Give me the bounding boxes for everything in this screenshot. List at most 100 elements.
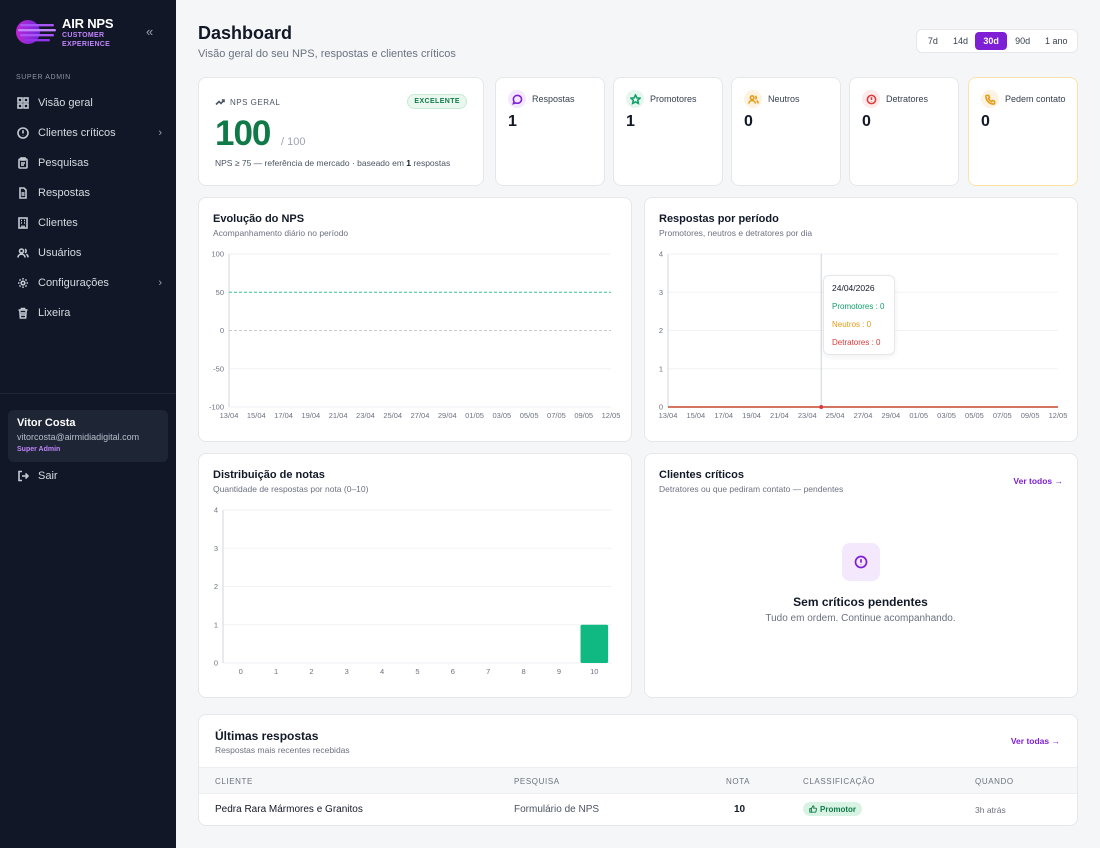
nps-max: / 100 bbox=[281, 136, 306, 148]
nps-note: NPS ≥ 75 — referência de mercado · basea… bbox=[215, 158, 450, 168]
stat-label: Promotores bbox=[650, 94, 697, 104]
panel-subtitle: Promotores, neutros e detratores por dia bbox=[659, 228, 813, 238]
sidebar-item-clientes[interactable]: Clientes bbox=[8, 208, 168, 238]
stat-card-neutros[interactable]: Neutros 0 bbox=[731, 77, 841, 186]
nps-note-prefix: NPS ≥ 75 — referência de mercado · basea… bbox=[215, 158, 407, 168]
stat-card-promotores[interactable]: Promotores 1 bbox=[613, 77, 723, 186]
brand-logo-icon bbox=[16, 20, 56, 44]
stat-card-respostas[interactable]: Respostas 1 bbox=[495, 77, 605, 186]
panel-title: Distribuição de notas bbox=[213, 469, 325, 481]
range-14d-button[interactable]: 14d bbox=[952, 36, 968, 46]
sidebar: AIR NPS CUSTOMER EXPERIENCE « SUPER ADMI… bbox=[0, 0, 176, 848]
sidebar-item-usuarios[interactable]: Usuários bbox=[8, 238, 168, 268]
panel-subtitle: Detratores ou que pediram contato — pend… bbox=[659, 484, 844, 494]
nps-note-suffix: respostas bbox=[411, 158, 451, 168]
stat-label: Detratores bbox=[886, 94, 929, 104]
empty-state-title: Sem críticos pendentes bbox=[793, 595, 928, 609]
stat-card-detratores[interactable]: Detratores 0 bbox=[849, 77, 959, 186]
thumbs-up-icon bbox=[809, 805, 817, 813]
cell-quando: 3h atrás bbox=[975, 805, 1006, 815]
phone-icon bbox=[981, 90, 999, 108]
ver-todos-link[interactable]: Ver todos → bbox=[1013, 476, 1063, 486]
panel-title: Clientes críticos bbox=[659, 469, 744, 481]
sidebar-item-respostas[interactable]: Respostas bbox=[8, 178, 168, 208]
stat-card-pedem-contato[interactable]: Pedem contato 0 bbox=[968, 77, 1078, 186]
sidebar-item-label: Visão geral bbox=[38, 97, 93, 109]
stat-label: Respostas bbox=[532, 94, 575, 104]
nps-value: 100 bbox=[215, 114, 271, 153]
gear-icon bbox=[18, 278, 28, 288]
cell-nota: 10 bbox=[734, 804, 746, 815]
page-title: Dashboard bbox=[198, 23, 293, 43]
user-role: Super Admin bbox=[17, 446, 61, 453]
sidebar-item-label: Pesquisas bbox=[38, 157, 89, 169]
users-icon bbox=[744, 90, 762, 108]
range-1ano-button[interactable]: 1 ano bbox=[1044, 36, 1068, 46]
sidebar-item-configuracoes[interactable]: Configurações › bbox=[8, 268, 168, 298]
panel-evolucao-nps: Evolução do NPS Acompanhamento diário no… bbox=[198, 197, 632, 442]
alert-icon bbox=[862, 90, 880, 108]
table-header: CLIENTE PESQUISA NOTA CLASSIFICAÇÃO QUAN… bbox=[199, 767, 1077, 794]
alert-icon bbox=[842, 543, 880, 581]
cell-pesquisa: Formulário de NPS bbox=[514, 804, 600, 815]
page-subtitle: Visão geral do seu NPS, respostas e clie… bbox=[198, 48, 456, 60]
tooltip-neutros: Neutros : 0 bbox=[832, 320, 872, 329]
collapse-sidebar-icon[interactable]: « bbox=[146, 24, 154, 39]
sidebar-item-label: Clientes bbox=[38, 217, 78, 229]
sidebar-item-label: Lixeira bbox=[38, 307, 71, 319]
date-range-selector: 7d 14d 30d 90d 1 ano bbox=[916, 29, 1078, 53]
nps-card: NPS GERAL EXCELENTE 100 / 100 NPS ≥ 75 —… bbox=[198, 77, 484, 186]
column-header-classificacao[interactable]: CLASSIFICAÇÃO bbox=[803, 777, 875, 786]
classification-label: Promotor bbox=[820, 804, 856, 814]
range-30d-button[interactable]: 30d bbox=[975, 32, 1007, 50]
panel-title: Últimas respostas bbox=[215, 729, 319, 743]
sidebar-divider bbox=[0, 393, 176, 394]
stat-value: 0 bbox=[981, 113, 990, 130]
range-7d-button[interactable]: 7d bbox=[927, 36, 938, 46]
brand[interactable]: AIR NPS CUSTOMER EXPERIENCE bbox=[14, 14, 114, 50]
sidebar-nav: Visão geral Clientes críticos › Pesquisa… bbox=[8, 88, 168, 328]
sidebar-item-clientes-criticos[interactable]: Clientes críticos › bbox=[8, 118, 168, 148]
nps-label-row: NPS GERAL bbox=[215, 97, 280, 107]
panel-distribuicao-notas: Distribuição de notas Quantidade de resp… bbox=[198, 453, 632, 698]
ver-todas-link[interactable]: Ver todas → bbox=[1010, 736, 1060, 746]
brand-subtitle-2: EXPERIENCE bbox=[62, 40, 111, 48]
user-card[interactable]: Vitor Costa vitorcosta@airmidiadigital.c… bbox=[8, 410, 168, 462]
sidebar-item-pesquisas[interactable]: Pesquisas bbox=[8, 148, 168, 178]
range-90d-button[interactable]: 90d bbox=[1015, 36, 1031, 46]
stat-value: 0 bbox=[862, 113, 871, 130]
chevron-right-icon: › bbox=[158, 277, 162, 289]
users-icon bbox=[17, 248, 29, 258]
sidebar-item-visao-geral[interactable]: Visão geral bbox=[8, 88, 168, 118]
cell-cliente: Pedra Rara Mármores e Granitos bbox=[215, 804, 363, 815]
sidebar-item-lixeira[interactable]: Lixeira bbox=[8, 298, 168, 328]
nps-status-badge: EXCELENTE bbox=[407, 94, 467, 109]
user-name: Vitor Costa bbox=[17, 417, 76, 429]
column-header-quando[interactable]: QUANDO bbox=[975, 777, 1014, 786]
stat-value: 1 bbox=[508, 113, 517, 130]
sidebar-item-label: Clientes críticos bbox=[38, 127, 116, 139]
trending-up-icon bbox=[215, 99, 225, 106]
trash-icon bbox=[18, 307, 28, 319]
grid-icon bbox=[17, 97, 29, 109]
column-header-cliente[interactable]: CLIENTE bbox=[215, 777, 253, 786]
nps-label: NPS GERAL bbox=[230, 97, 281, 107]
sidebar-item-label: Respostas bbox=[38, 187, 90, 199]
nps-note-count: 1 bbox=[406, 158, 412, 168]
empty-state-subtitle: Tudo em ordem. Continue acompanhando. bbox=[765, 613, 956, 624]
column-header-pesquisa[interactable]: PESQUISA bbox=[514, 777, 560, 786]
column-header-nota[interactable]: NOTA bbox=[726, 777, 751, 786]
sidebar-item-label: Configurações bbox=[38, 277, 109, 289]
sidebar-section-label: SUPER ADMIN bbox=[16, 74, 71, 81]
chevron-right-icon: › bbox=[158, 127, 162, 139]
star-icon bbox=[626, 90, 644, 108]
stat-value: 1 bbox=[626, 113, 635, 130]
logout-button[interactable]: Sair bbox=[17, 470, 58, 482]
panel-title: Evolução do NPS bbox=[213, 213, 305, 225]
panel-subtitle: Quantidade de respostas por nota (0–10) bbox=[213, 484, 369, 494]
stat-value: 0 bbox=[744, 113, 753, 130]
logout-icon bbox=[18, 470, 29, 482]
user-email: vitorcosta@airmidiadigital.com bbox=[17, 432, 140, 442]
tooltip-detratores: Detratores : 0 bbox=[832, 338, 881, 347]
stat-label: Neutros bbox=[768, 94, 800, 104]
